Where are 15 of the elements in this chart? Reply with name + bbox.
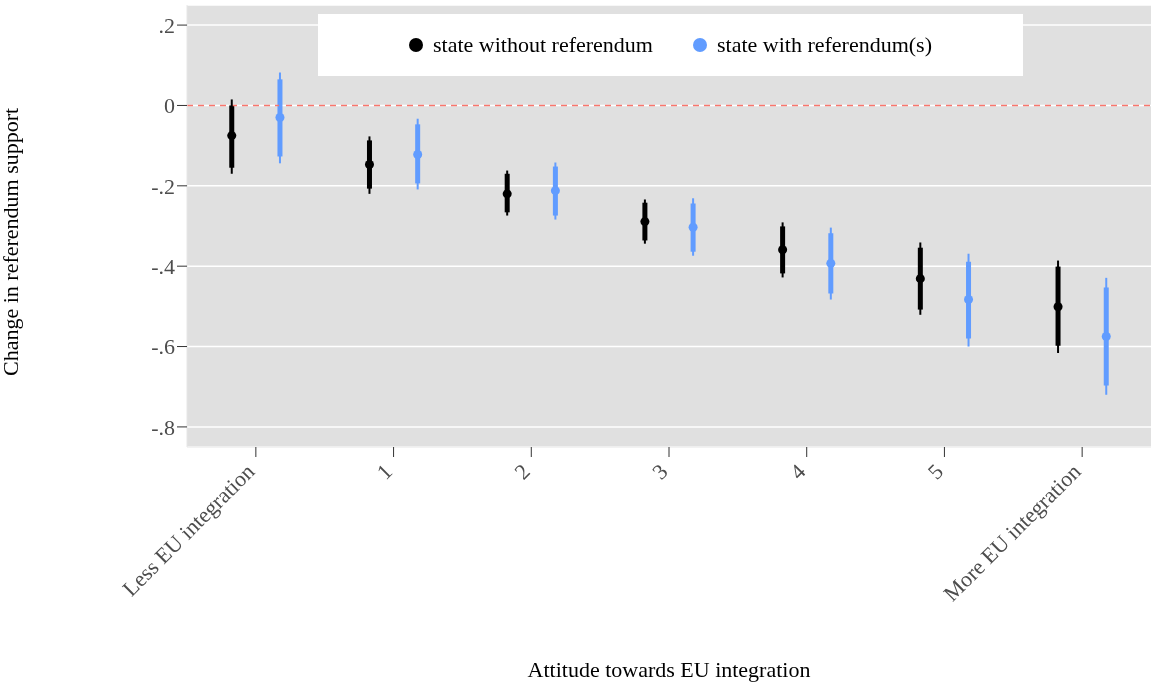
y-tick-label: -.4 [151,253,175,279]
y-tick-label: -.6 [151,334,175,360]
x-tick-label: 5 [922,458,948,485]
y-tick-label: 0 [164,93,175,119]
x-axis-title: Attitude towards EU integration [527,657,811,682]
x-tick-label: 4 [784,458,811,485]
x-tick-label: 2 [509,458,535,485]
y-axis-title: Change in referendum support [0,107,23,376]
y-tick-label: -.2 [151,173,175,199]
legend-label: state without referendum [433,32,653,58]
y-tick-label: -.8 [151,414,175,440]
legend-label: state with referendum(s) [716,32,932,58]
y-tick-label: .2 [158,12,175,38]
x-tick-label: 3 [647,458,673,485]
x-tick-label: 1 [371,458,398,485]
